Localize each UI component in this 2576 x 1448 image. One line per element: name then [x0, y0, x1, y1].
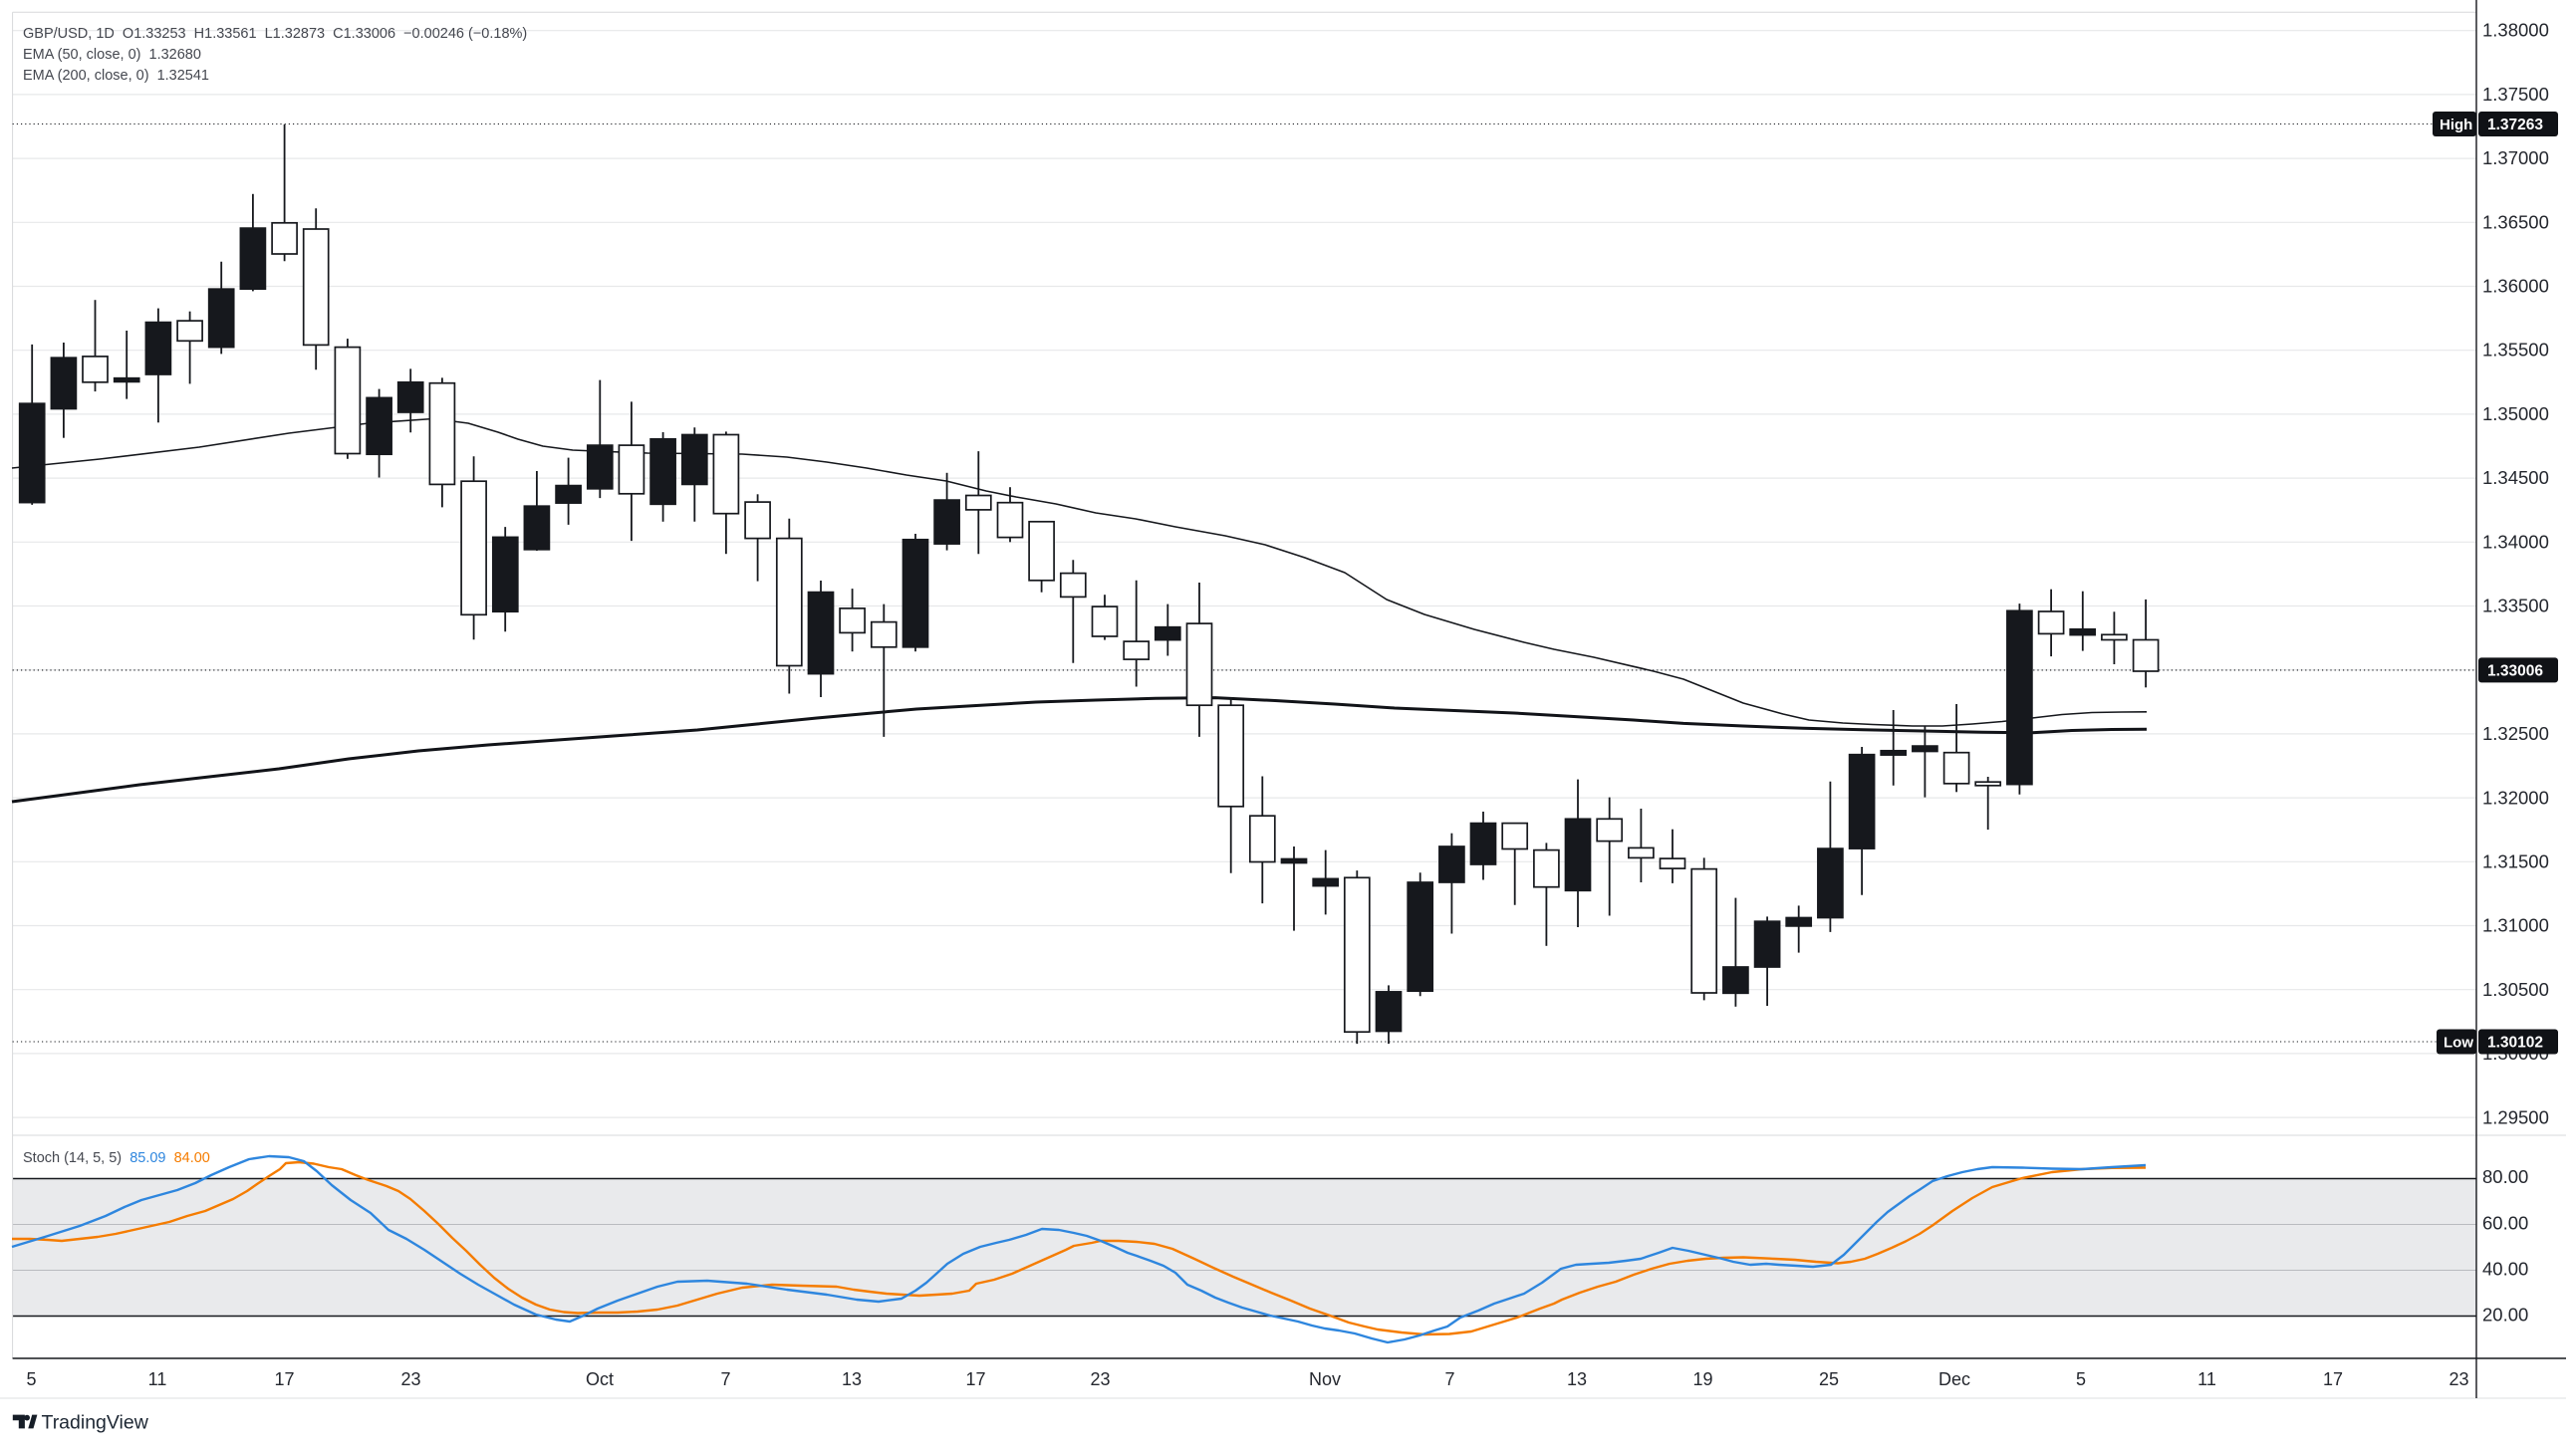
svg-text:11: 11: [2197, 1369, 2216, 1389]
svg-text:1.31500: 1.31500: [2482, 851, 2549, 872]
svg-text:7: 7: [1444, 1369, 1454, 1389]
svg-text:13: 13: [842, 1369, 862, 1389]
svg-text:20.00: 20.00: [2482, 1305, 2528, 1326]
svg-text:Nov: Nov: [1309, 1369, 1341, 1389]
svg-text:1.37000: 1.37000: [2482, 147, 2549, 168]
svg-text:1.36500: 1.36500: [2482, 211, 2549, 232]
svg-text:17: 17: [2323, 1369, 2343, 1389]
svg-text:1.32500: 1.32500: [2482, 723, 2549, 744]
svg-text:1.35500: 1.35500: [2482, 340, 2549, 361]
svg-text:Dec: Dec: [1938, 1369, 1970, 1389]
svg-text:1.31000: 1.31000: [2482, 915, 2549, 936]
svg-text:GBP/USD, 1D O1.33253 H1.3356: GBP/USD, 1D O1.33253 H1.33561 L1.32873 C…: [23, 26, 527, 42]
svg-text:60.00: 60.00: [2482, 1213, 2528, 1234]
svg-text:1.29500: 1.29500: [2482, 1106, 2549, 1127]
svg-text:1.34500: 1.34500: [2482, 467, 2549, 488]
svg-text:25: 25: [1819, 1369, 1839, 1389]
svg-text:1.37500: 1.37500: [2482, 84, 2549, 105]
svg-text:1.36000: 1.36000: [2482, 276, 2549, 297]
svg-text:TradingView: TradingView: [42, 1412, 149, 1434]
svg-text:EMA (200, close, 0) 1.32541: EMA (200, close, 0) 1.32541: [23, 68, 209, 84]
svg-text:5: 5: [26, 1369, 36, 1389]
svg-text:1.30500: 1.30500: [2482, 979, 2549, 1000]
svg-text:23: 23: [1090, 1369, 1110, 1389]
svg-text:7: 7: [720, 1369, 730, 1389]
svg-text:EMA (50, close, 0) 1.32680: EMA (50, close, 0) 1.32680: [23, 47, 201, 63]
svg-text:17: 17: [965, 1369, 985, 1389]
svg-text:1.32000: 1.32000: [2482, 787, 2549, 808]
svg-text:19: 19: [1692, 1369, 1712, 1389]
svg-text:23: 23: [2448, 1369, 2468, 1389]
svg-text:1.30102: 1.30102: [2487, 1035, 2543, 1052]
svg-text:Oct: Oct: [586, 1369, 614, 1389]
svg-text:1.33500: 1.33500: [2482, 596, 2549, 616]
svg-text:1.33006: 1.33006: [2487, 662, 2543, 679]
svg-text:17: 17: [274, 1369, 294, 1389]
svg-text:80.00: 80.00: [2482, 1166, 2528, 1187]
svg-text:High: High: [2440, 117, 2472, 133]
svg-text:13: 13: [1567, 1369, 1587, 1389]
svg-text:Low: Low: [2444, 1035, 2473, 1052]
svg-text:1.38000: 1.38000: [2482, 20, 2549, 41]
svg-text:11: 11: [148, 1369, 167, 1389]
svg-text:40.00: 40.00: [2482, 1259, 2528, 1280]
svg-text:5: 5: [2076, 1369, 2086, 1389]
svg-text:1.37263: 1.37263: [2487, 117, 2543, 133]
svg-text:Stoch (14, 5, 5) 85.09 84.00: Stoch (14, 5, 5) 85.09 84.00: [23, 1150, 210, 1166]
svg-text:23: 23: [400, 1369, 420, 1389]
svg-text:1.34000: 1.34000: [2482, 531, 2549, 552]
svg-text:1.35000: 1.35000: [2482, 403, 2549, 424]
